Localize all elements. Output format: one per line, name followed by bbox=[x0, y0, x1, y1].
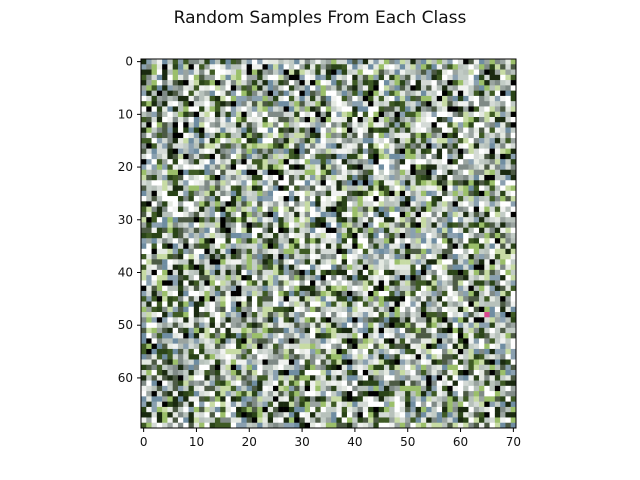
x-tick-label: 30 bbox=[294, 435, 309, 449]
x-tick-label: 70 bbox=[506, 435, 521, 449]
y-axis: 0 10 20 30 40 50 60 bbox=[118, 55, 141, 385]
y-tick-label: 0 bbox=[125, 55, 133, 69]
axes-frame bbox=[140, 58, 517, 429]
x-tick-label: 10 bbox=[189, 435, 204, 449]
x-tick-label: 40 bbox=[347, 435, 362, 449]
x-tick-label: 60 bbox=[453, 435, 468, 449]
y-tick-label: 30 bbox=[118, 213, 133, 227]
x-tick-label: 0 bbox=[140, 435, 148, 449]
x-tick-label: 20 bbox=[242, 435, 257, 449]
y-tick-label: 60 bbox=[118, 371, 133, 385]
y-tick-label: 20 bbox=[118, 160, 133, 174]
x-tick-label: 50 bbox=[400, 435, 415, 449]
y-tick-label: 10 bbox=[118, 107, 133, 121]
figure-title: Random Samples From Each Class bbox=[173, 8, 467, 28]
noise-image bbox=[141, 59, 517, 429]
y-tick-label: 50 bbox=[118, 318, 133, 332]
x-axis: 0 10 20 30 40 50 60 70 bbox=[140, 428, 521, 449]
y-tick-label: 40 bbox=[118, 265, 133, 279]
